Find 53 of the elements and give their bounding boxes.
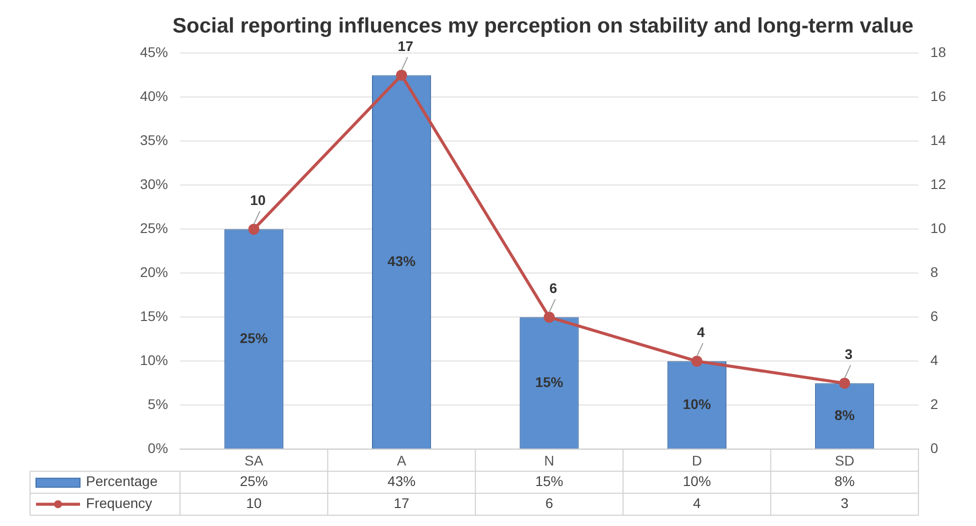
text: 10 <box>250 192 266 208</box>
text: 4 <box>697 324 705 340</box>
x-tick-label: SD <box>834 452 854 468</box>
data-label: 25% <box>240 473 268 490</box>
y-tick-label: 10% <box>140 352 168 368</box>
y-tick-label: 45% <box>140 44 168 60</box>
text: 8% <box>834 406 855 423</box>
y-tick-label: 25% <box>140 220 168 236</box>
text: 6 <box>549 280 558 296</box>
x-tick-label: SA <box>244 452 264 468</box>
point <box>248 224 260 235</box>
y-tick-label: 35% <box>140 132 168 148</box>
point <box>396 70 408 81</box>
point <box>839 378 850 389</box>
y-tick-label: 0% <box>148 440 168 456</box>
y2-tick-label: 16 <box>930 88 946 104</box>
point <box>544 312 555 323</box>
y2-tick-label: 4 <box>930 352 938 368</box>
y-tick-label: 40% <box>140 88 168 104</box>
data-label: 4 <box>693 495 702 512</box>
y-tick-label: 5% <box>148 396 168 412</box>
y2-tick-label: 0 <box>930 440 938 456</box>
text: 15% <box>535 374 564 390</box>
data-label: 10% <box>682 473 711 490</box>
y2-tick-label: 8 <box>930 264 938 280</box>
text: 10% <box>682 396 711 412</box>
y2-tick-label: 12 <box>930 176 946 192</box>
x-tick-label: N <box>544 452 554 468</box>
y2-tick-label: 10 <box>930 220 946 236</box>
data-label: 43% <box>388 473 416 490</box>
data-label: 3 <box>840 495 849 512</box>
text: 43% <box>388 252 416 269</box>
data-label: 6 <box>545 495 554 512</box>
y2-tick-label: 18 <box>930 44 946 60</box>
text: 3 <box>844 346 852 362</box>
text: 17 <box>398 38 414 54</box>
y-tick-label: 20% <box>140 264 168 280</box>
data-label: 10 <box>246 495 262 512</box>
y-tick-label: 30% <box>140 176 168 192</box>
data-label: 15% <box>535 473 564 490</box>
x-tick-label: D <box>692 452 702 468</box>
point <box>691 356 702 367</box>
y2-tick-label: 14 <box>930 132 946 148</box>
legend-label: Percentage <box>86 473 158 490</box>
chart-title: Social reporting influences my perception on stability and long-term value <box>172 14 914 38</box>
text: 25% <box>240 330 268 346</box>
legend-label: Frequency <box>86 495 152 512</box>
y2-tick-label: 2 <box>930 396 938 412</box>
data-label: 8% <box>834 473 855 490</box>
x-tick-label: A <box>396 452 407 468</box>
y2-tick-label: 6 <box>930 308 938 324</box>
data-label: 17 <box>394 495 410 512</box>
y-tick-label: 15% <box>140 308 168 324</box>
